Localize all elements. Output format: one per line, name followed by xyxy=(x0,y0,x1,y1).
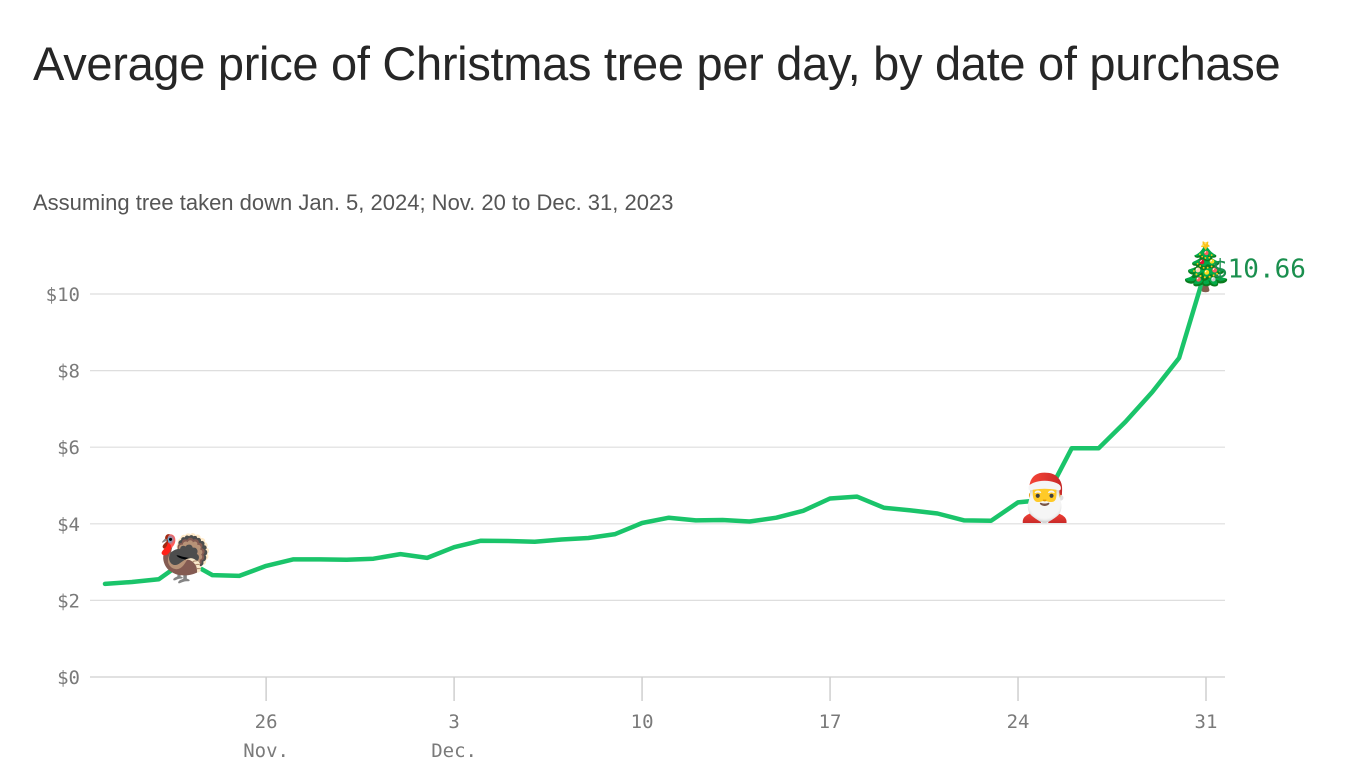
x-tick-label: 17 xyxy=(819,711,842,733)
x-axis: 26 Nov. 3 Dec. 10 17 24 31 xyxy=(243,677,1217,762)
santa-icon: 🎅 xyxy=(1016,472,1073,525)
annotations: 🦃 🎅 🎄$10.66 xyxy=(157,241,1306,585)
end-value-label: $10.66 xyxy=(1212,255,1306,285)
chart-title: Average price of Christmas tree per day,… xyxy=(33,37,1281,90)
x-tick-label: 26 xyxy=(255,711,278,733)
y-tick-label: $10 xyxy=(46,284,80,306)
gridlines xyxy=(90,293,1225,678)
x-tick-label: 10 xyxy=(631,711,654,733)
price-line xyxy=(102,266,1209,587)
y-axis: $0 $2 $4 $6 $8 $10 xyxy=(46,284,80,689)
series-layer xyxy=(102,266,1209,587)
y-tick-label: $2 xyxy=(57,590,80,612)
x-tick-sublabel: Nov. xyxy=(243,740,289,762)
chart-subtitle: Assuming tree taken down Jan. 5, 2024; N… xyxy=(33,190,674,215)
y-tick-label: $8 xyxy=(57,361,80,383)
x-tick-label: 31 xyxy=(1195,711,1218,733)
x-tick-label: 3 xyxy=(448,711,459,733)
y-tick-label: $0 xyxy=(57,667,80,689)
y-tick-label: $4 xyxy=(57,514,80,536)
turkey-icon: 🦃 xyxy=(157,532,214,585)
x-tick-sublabel: Dec. xyxy=(431,740,477,762)
y-tick-label: $6 xyxy=(57,437,80,459)
christmas-tree-icon: 🎄 xyxy=(1177,241,1234,294)
x-tick-label: 24 xyxy=(1007,711,1030,733)
